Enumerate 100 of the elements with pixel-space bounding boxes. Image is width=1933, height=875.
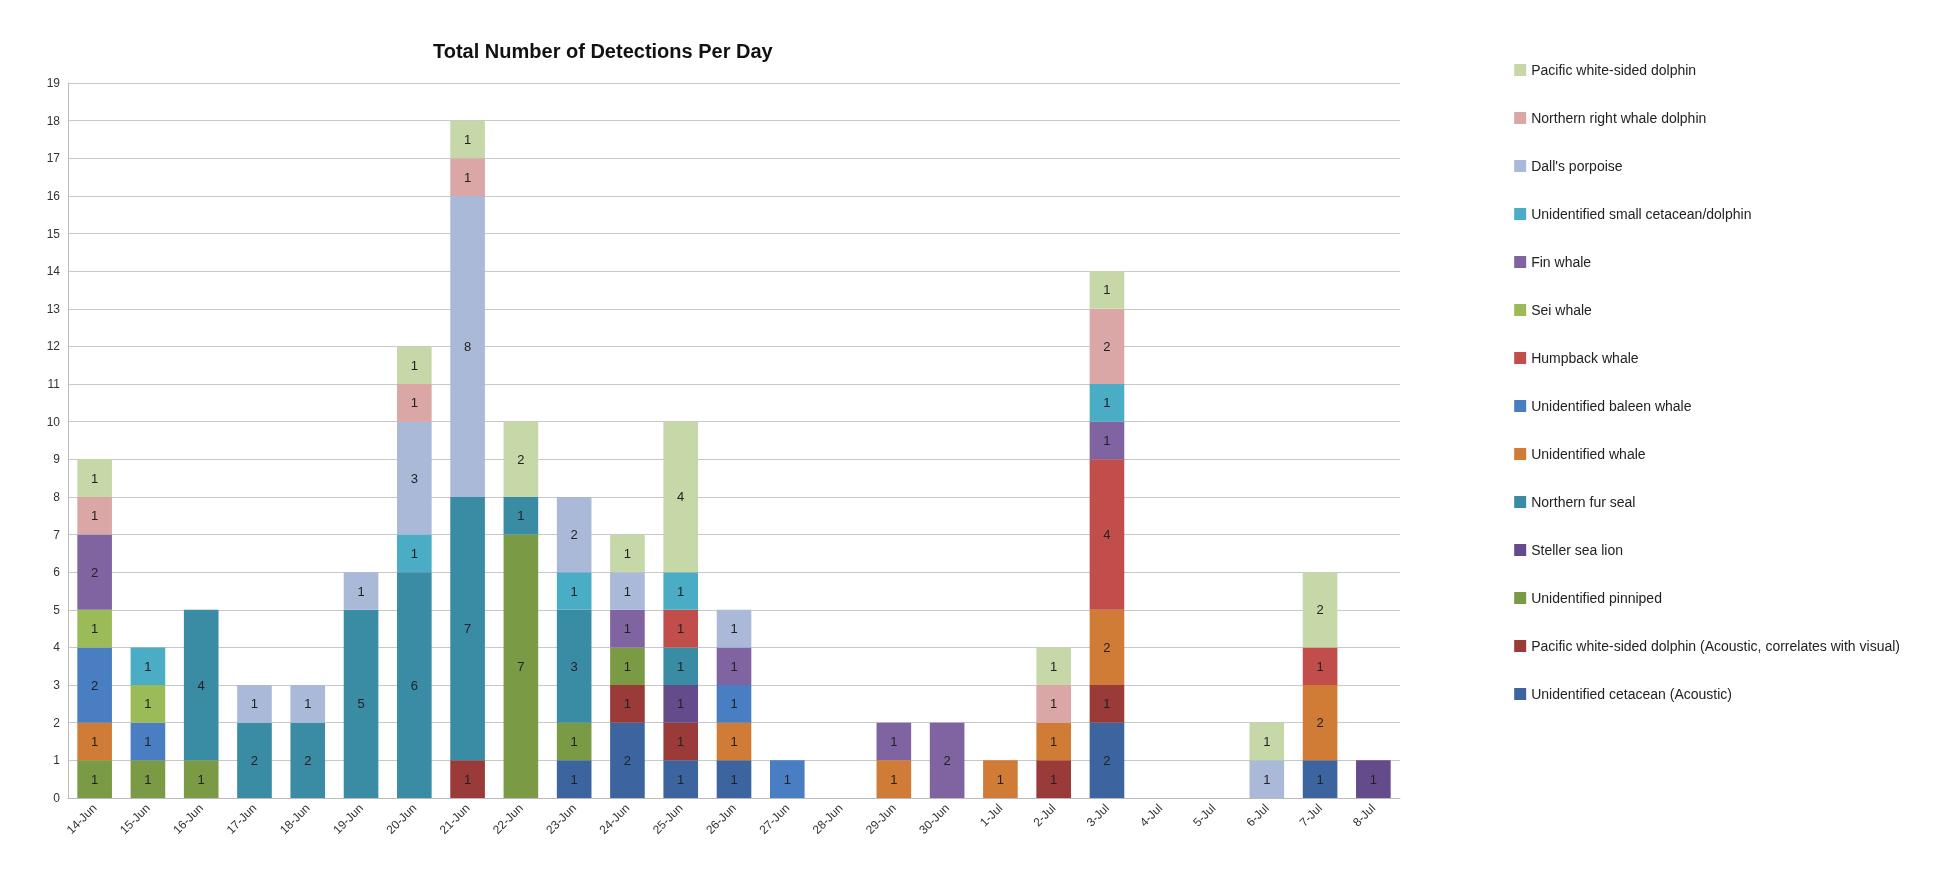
y-tick-label: 5 <box>53 602 61 617</box>
data-label: 1 <box>730 658 738 674</box>
data-label: 1 <box>570 583 578 599</box>
data-label: 1 <box>890 734 898 750</box>
bar <box>397 384 432 422</box>
y-tick-label: 13 <box>46 301 61 316</box>
data-label: 1 <box>144 696 152 712</box>
data-label: 2 <box>1103 752 1111 768</box>
y-tick-label: 16 <box>46 188 61 203</box>
data-label: 1 <box>197 771 205 787</box>
data-label: 3 <box>410 470 418 486</box>
data-label: 2 <box>91 677 99 693</box>
bar <box>130 722 166 761</box>
legend-label: Unidentified cetacean (Acoustic) <box>1531 686 1732 702</box>
data-label: 2 <box>304 752 312 768</box>
data-label: 4 <box>197 677 205 693</box>
bar <box>503 534 539 798</box>
data-label: 1 <box>1263 734 1271 750</box>
y-tick-label: 10 <box>46 414 61 429</box>
data-label: 1 <box>1050 771 1058 787</box>
bar <box>1249 722 1285 761</box>
bar <box>1302 647 1338 686</box>
data-label: 1 <box>1103 696 1111 712</box>
bar <box>716 609 752 648</box>
bar <box>343 609 379 798</box>
bar <box>716 685 752 723</box>
y-tick-label: 1 <box>53 753 61 768</box>
data-label: 1 <box>410 395 418 411</box>
bar <box>610 722 645 798</box>
data-label: 8 <box>463 338 472 354</box>
bar <box>663 722 699 761</box>
bar <box>1036 647 1071 686</box>
data-label: 7 <box>517 658 525 674</box>
bar <box>556 760 592 798</box>
bar <box>663 609 699 648</box>
bar <box>663 685 699 723</box>
bar <box>556 496 592 573</box>
bar <box>663 647 699 686</box>
bar <box>1089 459 1125 610</box>
y-tick-label: 7 <box>53 527 61 542</box>
data-label: 1 <box>677 696 685 712</box>
bar <box>397 421 432 535</box>
bar <box>77 459 112 497</box>
bar <box>130 647 166 686</box>
data-label: 3 <box>570 658 578 674</box>
bar <box>1089 685 1125 723</box>
bar <box>183 760 219 798</box>
y-tick-label: 8 <box>53 489 61 504</box>
bar <box>503 421 539 497</box>
bar <box>1089 722 1125 798</box>
bar <box>130 760 166 798</box>
bar <box>1036 722 1071 761</box>
chart-title: Total Number of Detections Per Day <box>433 40 774 62</box>
data-label: 2 <box>517 451 525 467</box>
data-label: 1 <box>1103 395 1111 411</box>
y-tick-label: 15 <box>46 226 61 241</box>
y-tick-label: 2 <box>53 715 61 730</box>
bar <box>77 496 112 535</box>
bar <box>876 760 912 798</box>
bar <box>77 647 112 723</box>
data-label: 1 <box>1050 658 1058 674</box>
data-label: 1 <box>144 734 152 750</box>
bar <box>610 572 645 610</box>
bar <box>1302 572 1338 648</box>
bar <box>290 685 326 723</box>
data-label: 1 <box>463 131 472 147</box>
y-tick-label: 17 <box>46 151 61 166</box>
bar <box>77 609 112 648</box>
data-label: 1 <box>570 771 578 787</box>
bar <box>663 760 699 798</box>
bar <box>77 722 112 761</box>
data-label: 1 <box>730 621 738 637</box>
bar <box>77 534 112 610</box>
legend-label: Unidentified whale <box>1531 446 1646 462</box>
bar <box>716 760 752 798</box>
bar <box>556 609 592 723</box>
bar <box>1089 421 1125 460</box>
bar <box>397 572 432 798</box>
legend-label: Sei whale <box>1531 302 1593 318</box>
data-label: 1 <box>623 696 632 712</box>
data-label: 1 <box>570 734 578 750</box>
data-label: 1 <box>357 583 365 599</box>
data-label: 2 <box>1103 639 1111 655</box>
legend-label: Northern right whale dolphin <box>1531 110 1707 126</box>
legend-label: Dall's porpoise <box>1531 158 1623 174</box>
data-label: 1 <box>91 470 99 486</box>
data-label: 1 <box>410 357 418 373</box>
data-label: 1 <box>677 621 685 637</box>
data-label: 1 <box>623 621 632 637</box>
bar <box>876 722 912 761</box>
bar <box>1089 609 1125 686</box>
bar <box>1036 685 1071 723</box>
bar <box>237 685 272 723</box>
bar <box>610 534 645 573</box>
legend-label: Fin whale <box>1531 254 1592 270</box>
data-label: 1 <box>677 658 685 674</box>
bar <box>610 647 645 686</box>
data-label: 1 <box>996 771 1005 787</box>
bar <box>663 572 699 610</box>
bar <box>1036 760 1071 798</box>
